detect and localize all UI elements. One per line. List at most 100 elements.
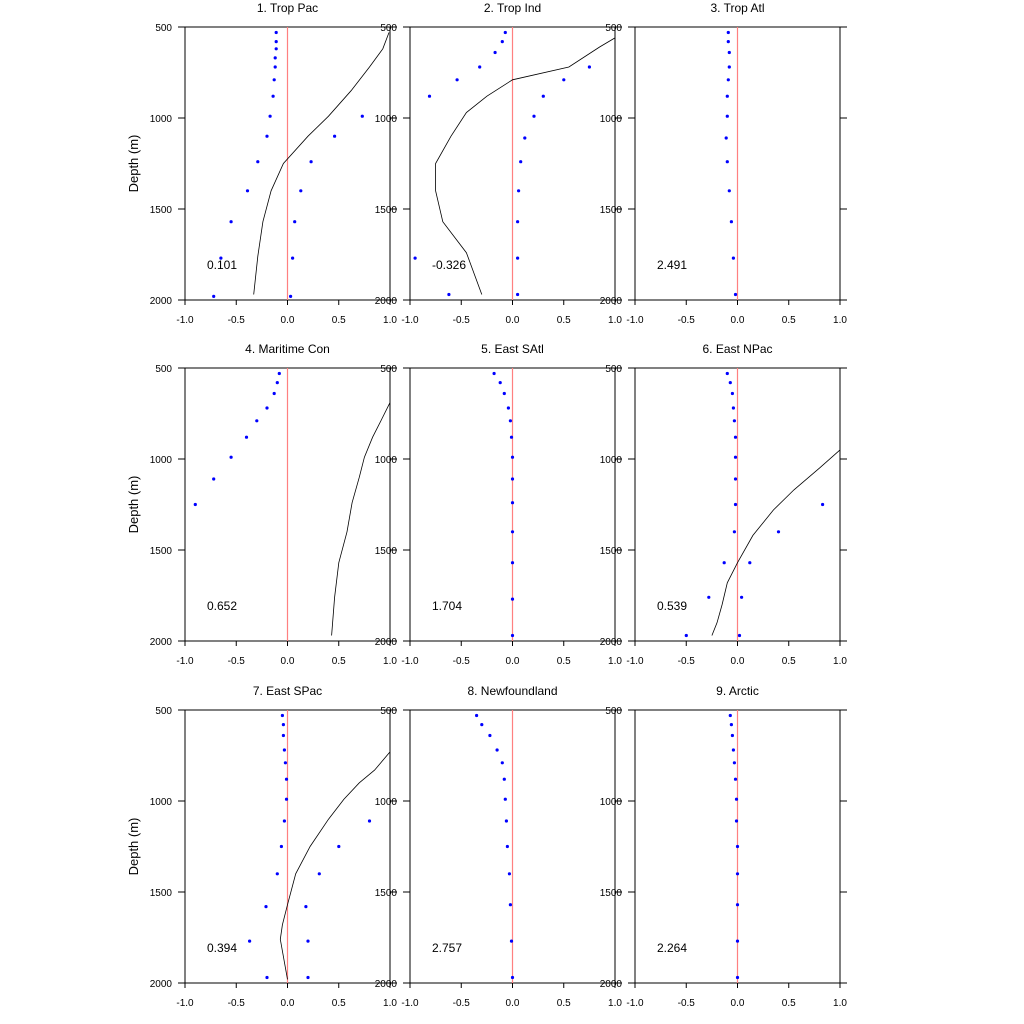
panel-6: 6. East NPac -1.0 -0.5 0.0 0.5 1.0 500 1000 1500… <box>600 342 848 667</box>
data-point <box>333 134 337 138</box>
y-tick-label: 1000 <box>375 455 398 466</box>
data-point <box>725 94 729 98</box>
y-tick-label: 500 <box>380 364 397 375</box>
data-point <box>733 777 738 781</box>
y-tick-label: 500 <box>380 706 397 717</box>
data-point <box>488 733 492 738</box>
data-point <box>498 381 502 385</box>
data-point <box>493 50 497 55</box>
y-tick-label: 1500 <box>150 888 173 899</box>
x-tick-label: -1.0 <box>626 998 644 1009</box>
x-tick-label: -1.0 <box>176 656 194 667</box>
data-point <box>735 975 740 980</box>
data-point <box>728 381 732 385</box>
y-tick-label: 1500 <box>600 888 623 899</box>
data-point <box>309 160 313 164</box>
x-tick-label: -0.5 <box>678 315 696 326</box>
panel-title: 9. Arctic <box>716 684 759 698</box>
data-point <box>502 777 506 781</box>
y-axis-label: Depth (m) <box>126 476 141 534</box>
data-point <box>360 114 364 118</box>
data-point <box>730 391 735 396</box>
data-point <box>725 114 729 118</box>
data-point <box>727 50 731 55</box>
x-tick-label: 0.0 <box>281 998 295 1009</box>
data-point <box>280 713 284 718</box>
y-tick-label: 1500 <box>375 205 398 216</box>
x-tick-label: 0.5 <box>557 656 571 667</box>
y-tick-label: 2000 <box>375 979 398 990</box>
data-point <box>731 748 736 752</box>
x-tick-label: 0.0 <box>731 656 745 667</box>
data-point <box>734 819 739 823</box>
y-tick-label: 2000 <box>600 637 623 648</box>
data-point <box>478 65 482 69</box>
data-point <box>193 502 197 507</box>
data-point <box>729 220 734 224</box>
y-tick-label: 1500 <box>150 205 173 216</box>
panel-7: 7. East SPac -1.0 -0.5 0.0 0.5 1.0 500 1000 1500… <box>126 684 397 1009</box>
data-point <box>264 905 268 909</box>
data-point <box>728 713 732 718</box>
data-point <box>517 189 521 193</box>
data-point <box>492 371 496 376</box>
panel-title: 3. Trop Atl <box>710 1 764 15</box>
y-axis-label: Depth (m) <box>126 818 141 876</box>
y-tick-label: 2000 <box>150 979 173 990</box>
y-tick-label: 1000 <box>375 797 398 808</box>
y-tick-label: 1000 <box>150 797 173 808</box>
panel-5: 5. East SAtl -1.0 -0.5 0.0 0.5 1.0 500 1000 1500… <box>375 342 623 667</box>
data-point <box>212 294 216 298</box>
data-point <box>272 391 276 396</box>
panel-2: 2. Trop Ind -1.0 -0.5 0.0 0.5 1.0 500 1000 1500 2… <box>375 1 623 326</box>
x-tick-label: 0.0 <box>281 315 295 326</box>
x-tick-label: -1.0 <box>176 315 194 326</box>
data-point <box>272 78 276 82</box>
x-tick-label: 0.5 <box>782 656 796 667</box>
data-point <box>413 256 417 260</box>
data-point <box>447 292 451 297</box>
data-point <box>306 975 310 980</box>
panel-1: 1. Trop Pac -1.0 -0.5 0.0 0.5 1.0 500 1000 1500 2… <box>126 1 397 326</box>
data-point <box>726 30 730 35</box>
data-point <box>281 723 285 727</box>
data-point <box>510 501 515 505</box>
data-point <box>504 819 508 823</box>
y-tick-label: 1500 <box>150 546 173 557</box>
data-point <box>275 381 279 385</box>
data-point <box>821 502 825 507</box>
data-point <box>507 872 511 876</box>
data-point <box>510 455 515 459</box>
y-tick-label: 1000 <box>600 114 623 125</box>
y-tick-label: 1000 <box>600 455 623 466</box>
data-point <box>480 723 484 727</box>
data-point <box>510 975 515 980</box>
data-point <box>734 797 739 801</box>
data-point <box>265 134 269 138</box>
data-point <box>725 371 729 376</box>
data-point <box>735 903 740 907</box>
x-tick-label: 0.0 <box>506 656 520 667</box>
x-tick-label: -0.5 <box>678 998 696 1009</box>
data-point <box>284 797 289 801</box>
y-tick-label: 2000 <box>150 296 173 307</box>
panel-9: 9. Arctic -1.0 -0.5 0.0 0.5 1.0 500 1000 1500 200… <box>600 684 848 1009</box>
panel-stat: -0.326 <box>432 258 466 272</box>
data-point <box>732 530 737 534</box>
panel-title: 2. Trop Ind <box>484 1 541 15</box>
data-point <box>541 94 545 98</box>
data-point <box>737 633 742 638</box>
data-point <box>733 292 738 297</box>
data-point <box>733 455 738 459</box>
x-tick-label: -1.0 <box>401 315 419 326</box>
y-tick-label: 2000 <box>150 637 173 648</box>
y-tick-label: 500 <box>380 23 397 34</box>
x-tick-label: 1.0 <box>833 656 847 667</box>
panel-title: 6. East NPac <box>702 342 772 356</box>
y-axis-label: Depth (m) <box>126 135 141 193</box>
y-tick-label: 2000 <box>600 979 623 990</box>
y-tick-label: 2000 <box>600 296 623 307</box>
data-point <box>475 713 479 718</box>
data-point <box>726 78 730 82</box>
